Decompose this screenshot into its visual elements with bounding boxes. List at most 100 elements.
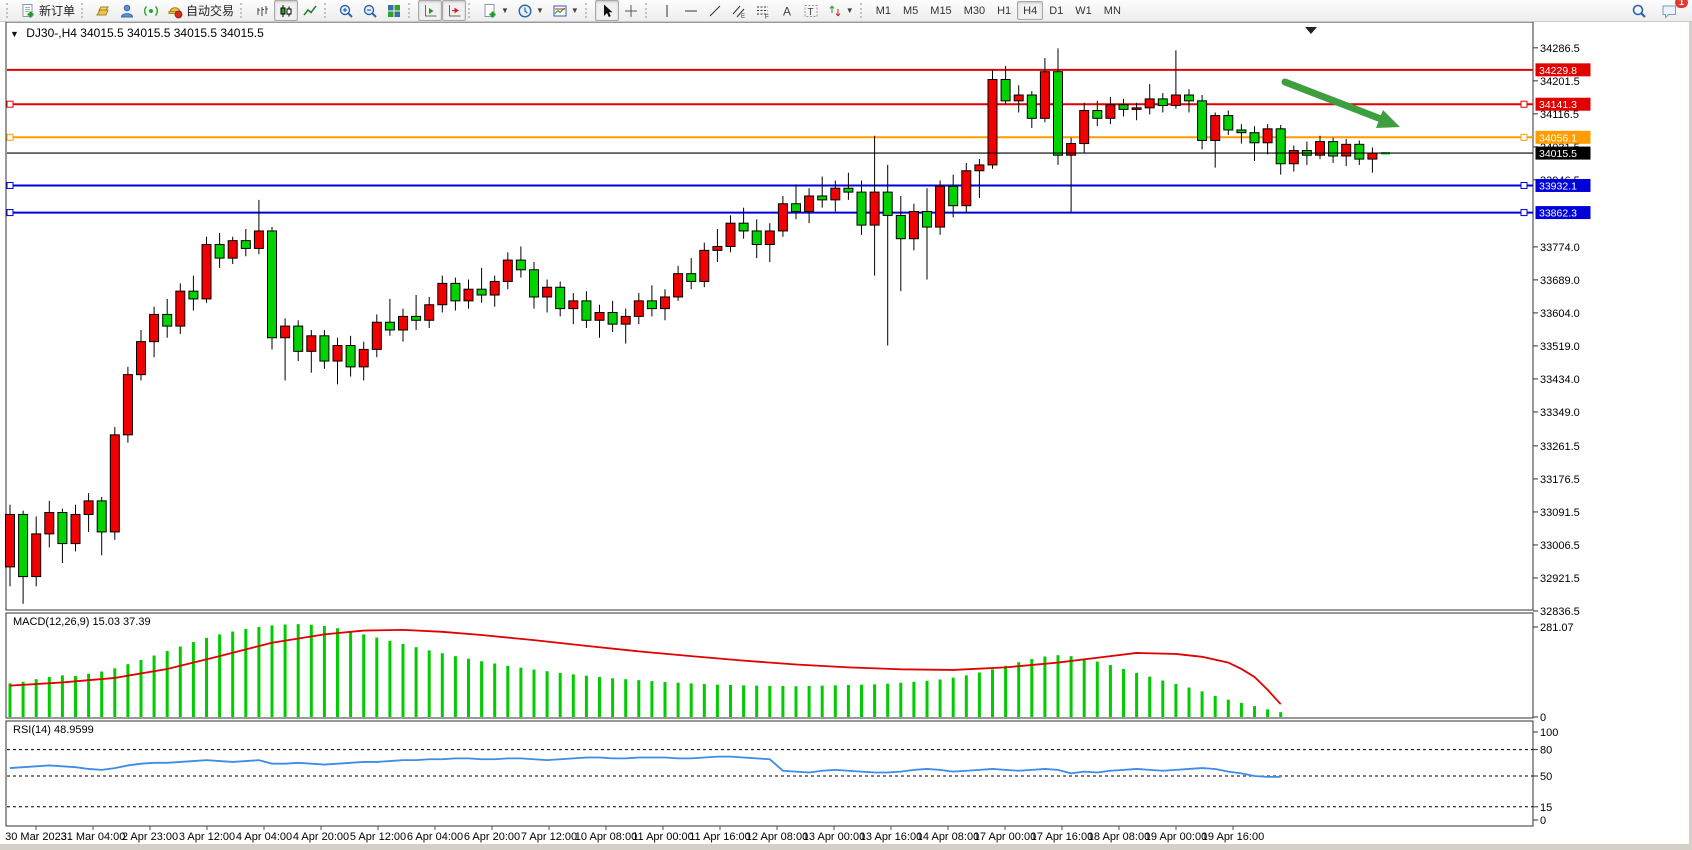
channel-button[interactable]: E: [727, 0, 751, 21]
toolbar-grip: [644, 3, 651, 18]
cursor-icon: [603, 4, 613, 17]
svg-text:34286.5: 34286.5: [1540, 43, 1580, 55]
chevron-down-icon: ▼: [570, 6, 579, 15]
toolbar-grip: [584, 3, 591, 18]
line-chart-button[interactable]: [298, 0, 322, 21]
svg-text:6 Apr 20:00: 6 Apr 20:00: [464, 831, 520, 843]
tile-windows-icon: [388, 4, 401, 17]
timeframe-h1-button[interactable]: H1: [997, 4, 1012, 17]
svg-text:12 Apr 08:00: 12 Apr 08:00: [746, 831, 808, 843]
fibonacci-button[interactable]: F: [751, 0, 775, 21]
svg-text:19 Apr 16:00: 19 Apr 16:00: [1202, 831, 1264, 843]
horizontal-line-button[interactable]: [679, 0, 703, 21]
svg-text:18 Apr 08:00: 18 Apr 08:00: [1088, 831, 1150, 843]
expert-advisor-button[interactable]: [115, 0, 139, 21]
chat-button[interactable]: 1: [1657, 0, 1688, 21]
timeframe-h4-button[interactable]: H4: [1017, 1, 1044, 20]
chart-symbol-period: DJ30-,H4: [26, 26, 77, 40]
text-button[interactable]: A: [775, 0, 799, 21]
svg-text:14 Apr 08:00: 14 Apr 08:00: [917, 831, 979, 843]
macd-indicator-label: MACD(12,26,9) 15.03 37.39: [13, 616, 151, 628]
zoom-out-button[interactable]: [358, 0, 382, 21]
chart-shift-button[interactable]: [442, 0, 467, 21]
toolbar-grip: [859, 3, 866, 18]
svg-text:50: 50: [1540, 771, 1552, 783]
vertical-line-button[interactable]: [655, 0, 679, 21]
rsi-indicator-label: RSI(14) 48.9599: [13, 724, 94, 736]
new-order-button[interactable]: 新订单: [16, 0, 79, 21]
svg-text:33689.0: 33689.0: [1540, 275, 1580, 287]
timeframe-d1-button[interactable]: D1: [1049, 4, 1064, 17]
svg-text:34201.5: 34201.5: [1540, 76, 1580, 88]
cursor-button[interactable]: [594, 0, 619, 21]
expert-advisor-icon: [121, 4, 134, 17]
svg-text:3 Apr 12:00: 3 Apr 12:00: [179, 831, 235, 843]
zoom-in-icon: [339, 4, 353, 18]
chevron-down-icon: ▼: [535, 6, 544, 15]
chevron-down-icon: ▼: [845, 6, 854, 15]
toolbar-grip: [81, 3, 87, 18]
autotrading-button[interactable]: 自动交易: [163, 0, 238, 21]
crosshair-button[interactable]: [619, 0, 643, 21]
zoom-in-button[interactable]: [334, 0, 358, 21]
timeframe-m5-button[interactable]: M5: [903, 4, 919, 17]
svg-text:15: 15: [1540, 802, 1552, 814]
one-click-trading-arrow-icon[interactable]: ▼: [10, 29, 19, 39]
toolbar-grip: [324, 3, 330, 18]
crosshair-icon: [624, 4, 637, 17]
bar-chart-button[interactable]: [250, 0, 274, 21]
timeframe-m1-button[interactable]: M1: [875, 4, 891, 17]
autotrading-icon: [168, 6, 183, 18]
svg-text:34056.1: 34056.1: [1539, 132, 1577, 144]
svg-text:0: 0: [1540, 815, 1546, 827]
svg-text:33091.5: 33091.5: [1540, 507, 1580, 519]
fibonacci-icon: F: [756, 6, 769, 19]
candlestick-chart-icon: [280, 4, 292, 17]
chevron-down-icon: ▼: [501, 6, 509, 15]
candlestick-chart-button[interactable]: [274, 0, 299, 21]
toolbar-grip: [468, 3, 474, 18]
svg-text:33349.0: 33349.0: [1540, 407, 1580, 419]
svg-text:31 Mar 04:00: 31 Mar 04:00: [61, 831, 126, 843]
svg-text:80: 80: [1540, 745, 1552, 757]
indicators-button[interactable]: ▼: [478, 0, 513, 21]
svg-text:100: 100: [1540, 727, 1558, 739]
svg-text:34141.3: 34141.3: [1539, 99, 1577, 111]
svg-text:2 Apr 23:00: 2 Apr 23:00: [122, 831, 178, 843]
timeframe-m15-button[interactable]: M15: [930, 4, 952, 17]
svg-text:A: A: [783, 4, 791, 18]
search-icon: [1632, 4, 1646, 18]
svg-text:17 Apr 16:00: 17 Apr 16:00: [1031, 831, 1093, 843]
svg-text:33434.0: 33434.0: [1540, 374, 1580, 386]
svg-text:281.07: 281.07: [1540, 622, 1574, 634]
arrows-icon: [829, 5, 841, 16]
tile-windows-button[interactable]: [382, 0, 406, 21]
timeframe-m30-button[interactable]: M30: [963, 4, 986, 17]
trendline-button[interactable]: [703, 0, 727, 21]
templates-button[interactable]: ▼: [548, 0, 583, 21]
arrows-button[interactable]: ▼: [823, 0, 858, 21]
periods-button[interactable]: ▼: [513, 0, 548, 21]
svg-text:33519.0: 33519.0: [1540, 341, 1580, 353]
timeframe-w1-button[interactable]: W1: [1075, 4, 1092, 17]
signals-button[interactable]: [139, 0, 163, 21]
market-gold-button[interactable]: [91, 0, 115, 21]
toolbar-grip: [408, 3, 414, 18]
svg-text:6 Apr 04:00: 6 Apr 04:00: [407, 831, 463, 843]
text-label-button[interactable]: T: [799, 0, 823, 21]
toolbar: 新订单 自动交易: [0, 0, 1692, 22]
svg-text:33862.3: 33862.3: [1539, 208, 1577, 220]
timeframe-mn-button[interactable]: MN: [1103, 4, 1121, 17]
search-button[interactable]: [1627, 0, 1651, 21]
new-order-label: 新订单: [39, 4, 76, 18]
line-chart-icon: [303, 5, 317, 15]
svg-text:34116.5: 34116.5: [1540, 109, 1579, 121]
zoom-out-icon: [363, 4, 377, 18]
auto-scroll-button[interactable]: [418, 0, 443, 21]
svg-text:11 Apr 16:00: 11 Apr 16:00: [689, 831, 751, 843]
svg-text:11 Apr 00:00: 11 Apr 00:00: [632, 831, 694, 843]
template-icon: [553, 5, 567, 16]
bar-chart-icon: [257, 5, 269, 16]
